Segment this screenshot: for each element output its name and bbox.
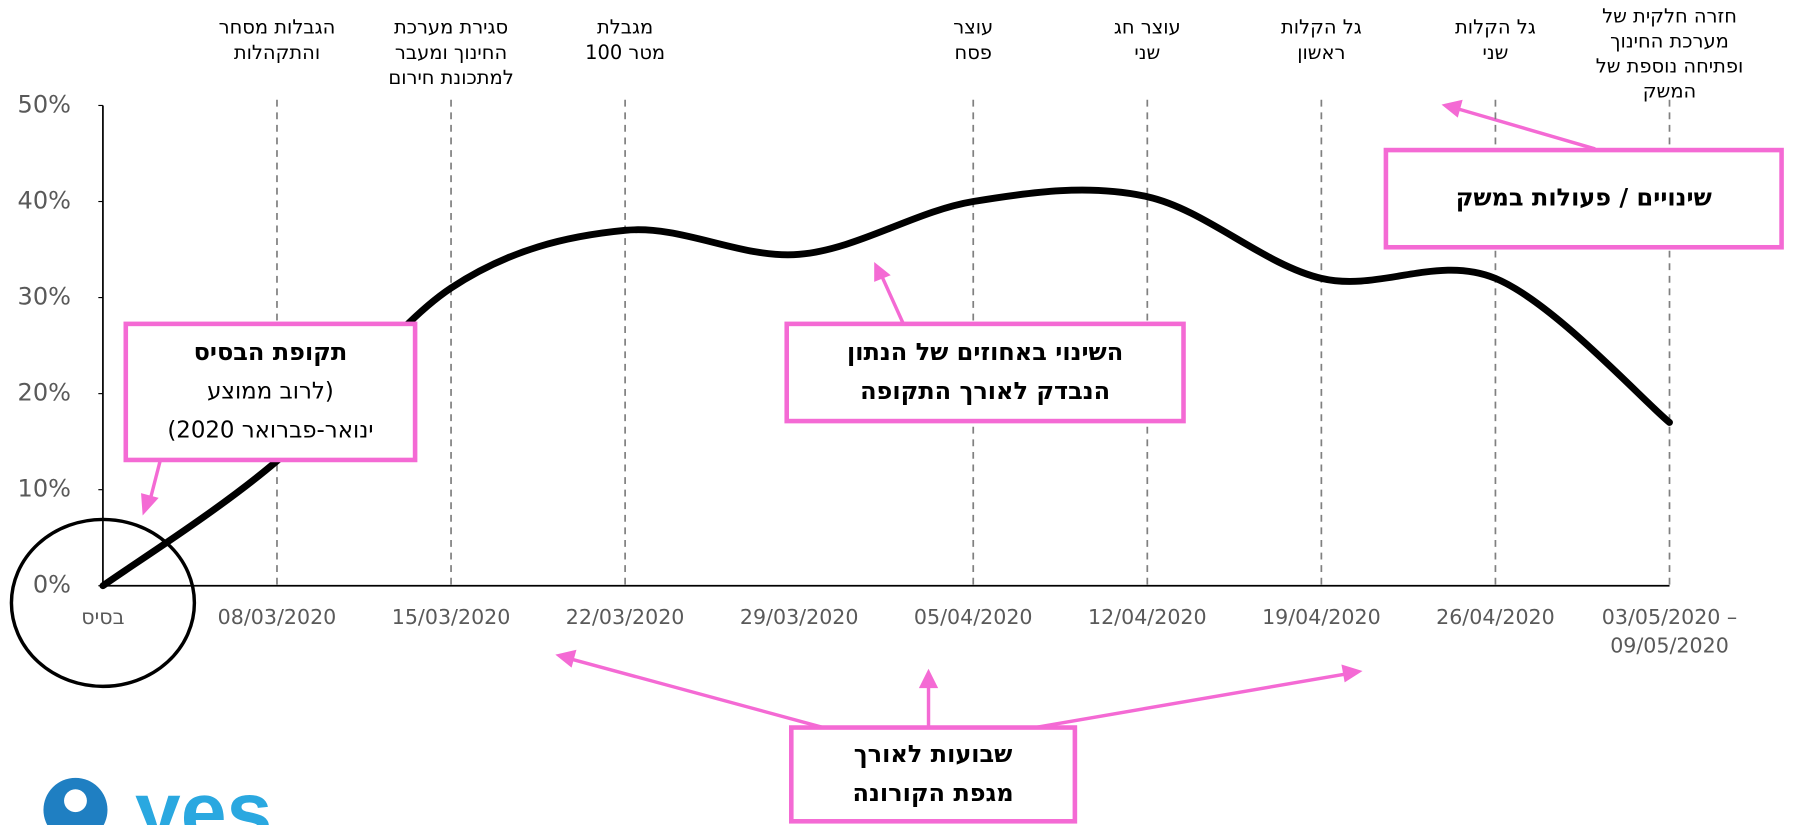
annotation-box: [123, 321, 418, 463]
x-tick-label: 03/05/2020 –09/05/2020: [1602, 605, 1737, 658]
x-tick-label: 15/03/2020: [392, 605, 511, 629]
event-label: גל הקלות שני: [1455, 15, 1536, 63]
annotation-title: השינוי באחוזים של הנתון הנבדק לאורך התקופ…: [847, 338, 1123, 405]
annotation-text: ינואר-פברואר 2020): [167, 417, 373, 443]
y-tick-label: 20%: [18, 379, 71, 407]
arrows: [141, 99, 1596, 730]
annotation-text: (לרוב ממוצע: [207, 378, 334, 404]
event-label: גל הקלות ראשון: [1281, 15, 1362, 63]
x-tick-label: 22/03/2020: [566, 605, 685, 629]
annotation-title: שבועות לאורך מגפת הקורונה: [853, 740, 1014, 807]
annotation-box: [789, 725, 1078, 824]
x-tick-label: 29/03/2020: [740, 605, 859, 629]
y-tick-label: 40%: [18, 187, 71, 215]
event-label: עוצר פסח: [953, 15, 993, 63]
event-label: סגירת מערכת החינוך ומעבר למתכונת חירום: [388, 15, 513, 88]
event-label: מגבלת מטר 100: [585, 15, 665, 63]
event-label: חזרה חלקית של מערכת החינוך ופתיחה נוספת של…: [1596, 4, 1744, 102]
y-tick-label: 50%: [18, 90, 71, 118]
x-tick-label: בסיס: [81, 605, 124, 629]
x-tick-label: 08/03/2020: [218, 605, 337, 629]
annotation-title: שינויים / פעולות במשק: [1456, 184, 1712, 212]
y-tick-label: 10%: [18, 475, 71, 503]
annotation-box: [784, 321, 1186, 424]
x-tick-label: 26/04/2020: [1436, 605, 1555, 629]
event-label: עוצר חג שני: [1114, 15, 1181, 63]
y-tick-label: 0%: [33, 571, 71, 599]
x-tick-label: 12/04/2020: [1088, 605, 1207, 629]
logo: yes: [43, 766, 272, 825]
logo-icon: [64, 789, 87, 813]
event-label: הגבלות מסחר והתקהלות: [219, 15, 336, 63]
y-tick-label: 30%: [18, 283, 71, 311]
x-tick-label: 05/04/2020: [914, 605, 1033, 629]
annotation-box: [1383, 147, 1784, 250]
annotation-title: תקופת הבסיס: [194, 338, 348, 366]
x-tick-label: 19/04/2020: [1262, 605, 1381, 629]
logo-text: yes: [135, 766, 272, 825]
